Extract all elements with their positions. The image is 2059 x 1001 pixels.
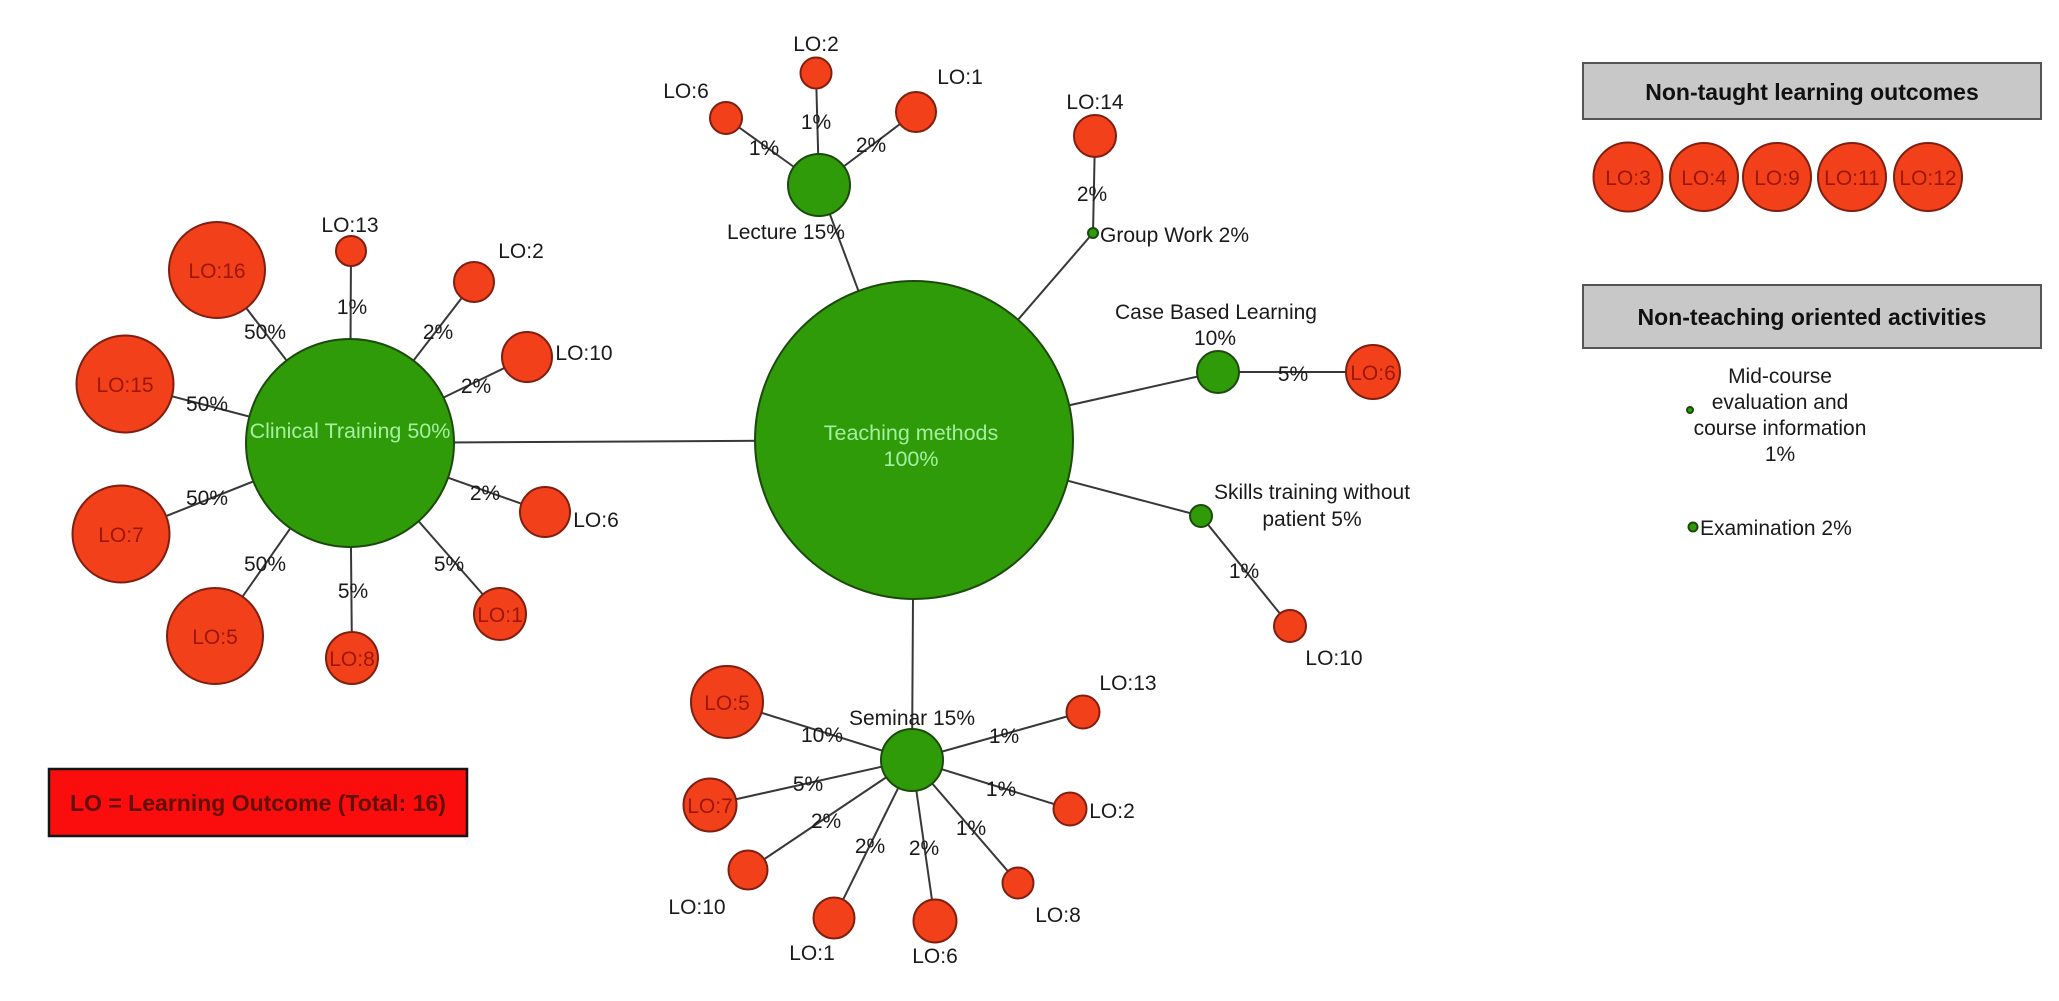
svg-text:Mid-course: Mid-course [1728,365,1832,388]
svg-text:LO:2: LO:2 [498,240,544,263]
svg-text:Case Based Learning: Case Based Learning [1115,301,1317,324]
svg-text:50%: 50% [244,553,286,576]
svg-text:LO:6: LO:6 [912,945,958,968]
svg-text:10%: 10% [1194,327,1236,350]
svg-text:LO:7: LO:7 [98,524,144,547]
svg-text:LO:6: LO:6 [663,80,709,103]
svg-text:50%: 50% [186,393,228,416]
svg-text:Clinical Training 50%: Clinical Training 50% [250,419,451,443]
svg-text:LO:12: LO:12 [1899,167,1956,190]
svg-text:LO:2: LO:2 [793,33,839,56]
svg-text:LO:6: LO:6 [573,509,619,532]
svg-text:5%: 5% [338,580,368,603]
svg-text:5%: 5% [793,773,823,796]
svg-text:LO = Learning Outcome (Total:: LO = Learning Outcome (Total: 16) [70,790,446,816]
svg-text:LO:9: LO:9 [1754,167,1800,190]
svg-text:5%: 5% [1278,363,1308,386]
svg-text:Group Work 2%: Group Work 2% [1100,224,1249,247]
svg-text:LO:1: LO:1 [477,604,523,627]
svg-text:10%: 10% [801,724,843,747]
svg-text:LO:1: LO:1 [789,942,835,965]
svg-text:LO:10: LO:10 [555,342,612,365]
svg-text:LO:14: LO:14 [1066,91,1124,114]
svg-text:evaluation and: evaluation and [1712,391,1849,414]
svg-text:LO:1: LO:1 [937,66,983,89]
svg-text:Non-taught learning outcomes: Non-taught learning outcomes [1645,79,1979,105]
svg-text:LO:10: LO:10 [668,896,725,919]
svg-text:patient 5%: patient 5% [1262,508,1361,531]
svg-text:LO:13: LO:13 [321,214,378,237]
svg-text:LO:7: LO:7 [687,795,733,818]
svg-text:1%: 1% [1229,560,1259,583]
svg-text:2%: 2% [423,321,453,344]
svg-text:1%: 1% [749,137,779,160]
svg-text:LO:2: LO:2 [1089,800,1135,823]
svg-text:1%: 1% [337,296,367,319]
svg-text:100%: 100% [884,447,939,471]
svg-text:1%: 1% [956,817,986,840]
svg-text:LO:8: LO:8 [329,648,375,671]
svg-text:2%: 2% [909,837,939,860]
svg-text:Lecture 15%: Lecture 15% [727,221,845,244]
svg-text:1%: 1% [989,725,1019,748]
svg-text:LO:15: LO:15 [96,374,153,397]
svg-text:LO:16: LO:16 [188,260,245,283]
svg-text:LO:5: LO:5 [704,692,750,715]
svg-text:Skills training without: Skills training without [1214,481,1410,504]
svg-text:2%: 2% [461,375,491,398]
svg-text:Non-teaching oriented activiti: Non-teaching oriented activities [1638,304,1987,330]
svg-text:course information: course information [1694,417,1867,440]
svg-text:2%: 2% [470,482,500,505]
svg-text:Seminar 15%: Seminar 15% [849,707,975,730]
svg-text:LO:11: LO:11 [1824,167,1880,190]
svg-text:LO:3: LO:3 [1605,167,1651,190]
svg-text:1%: 1% [1765,443,1795,466]
svg-text:2%: 2% [856,134,886,157]
svg-text:LO:5: LO:5 [192,626,238,649]
svg-text:LO:10: LO:10 [1305,647,1362,670]
svg-text:50%: 50% [244,321,286,344]
svg-text:LO:4: LO:4 [1681,167,1727,190]
svg-text:Examination 2%: Examination 2% [1700,517,1852,540]
svg-text:1%: 1% [801,111,831,134]
svg-text:2%: 2% [855,835,885,858]
svg-text:LO:6: LO:6 [1350,362,1396,385]
svg-text:LO:13: LO:13 [1099,672,1156,695]
svg-text:50%: 50% [186,487,228,510]
svg-text:5%: 5% [434,553,464,576]
svg-text:1%: 1% [986,778,1016,801]
svg-text:Teaching methods: Teaching methods [824,421,999,445]
svg-text:2%: 2% [811,810,841,833]
svg-text:2%: 2% [1077,183,1107,206]
svg-text:LO:8: LO:8 [1035,904,1081,927]
